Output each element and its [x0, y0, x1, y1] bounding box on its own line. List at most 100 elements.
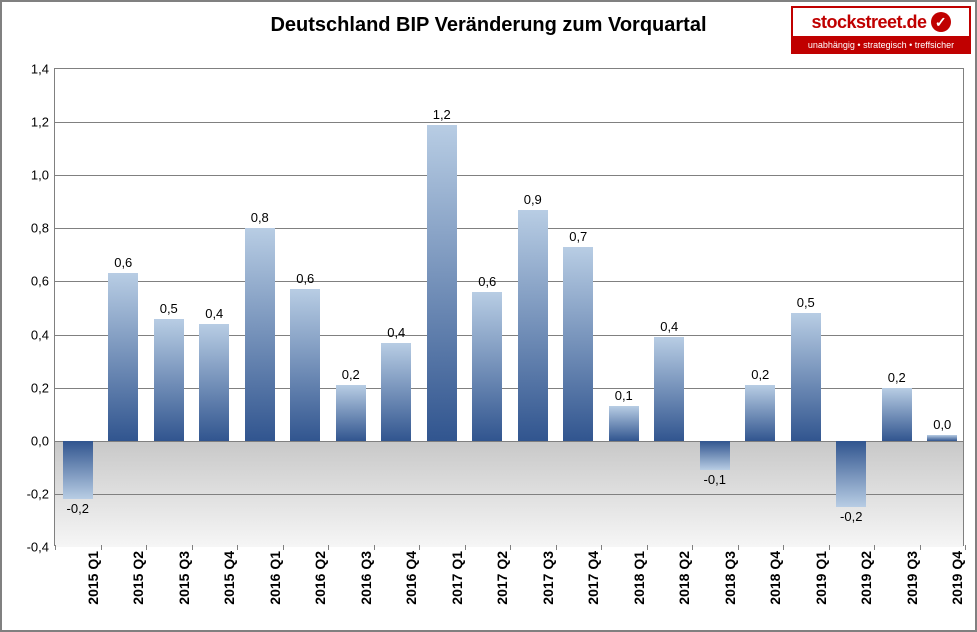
- bar-value-label: 0,6: [478, 274, 496, 289]
- x-tick-mark: [146, 545, 147, 550]
- x-axis-label: 2015 Q1: [85, 551, 101, 605]
- bar: [381, 343, 411, 441]
- y-axis-label: 0,8: [31, 221, 49, 236]
- bar: [290, 289, 320, 440]
- bar-value-label: -0,2: [840, 509, 862, 524]
- x-axis-label: 2015 Q4: [221, 551, 237, 605]
- y-axis-label: 1,4: [31, 62, 49, 77]
- y-axis-label: 0,6: [31, 274, 49, 289]
- bar: [882, 388, 912, 441]
- x-axis-label: 2016 Q1: [267, 551, 283, 605]
- x-tick-mark: [283, 545, 284, 550]
- x-tick-mark: [829, 545, 830, 550]
- bar: [108, 273, 138, 440]
- gridline: [55, 494, 963, 495]
- check-icon: ✓: [931, 12, 951, 32]
- x-tick-mark: [419, 545, 420, 550]
- bar-value-label: 0,1: [615, 388, 633, 403]
- bar: [791, 313, 821, 440]
- x-axis-label: 2017 Q2: [494, 551, 510, 605]
- x-axis-label: 2018 Q3: [722, 551, 738, 605]
- bar: [472, 292, 502, 441]
- x-axis-label: 2017 Q3: [540, 551, 556, 605]
- x-tick-mark: [874, 545, 875, 550]
- logo: stockstreet.de ✓ unabhängig • strategisc…: [791, 6, 971, 54]
- bar: [654, 337, 684, 441]
- x-tick-mark: [783, 545, 784, 550]
- bar-value-label: 0,9: [524, 192, 542, 207]
- bar: [245, 228, 275, 440]
- x-tick-mark: [556, 545, 557, 550]
- bar: [563, 247, 593, 441]
- x-tick-mark: [601, 545, 602, 550]
- bar-value-label: 0,2: [342, 367, 360, 382]
- logo-brand-text: stockstreet.de: [811, 12, 926, 33]
- x-axis-label: 2018 Q1: [631, 551, 647, 605]
- logo-tagline: unabhängig • strategisch • treffsicher: [793, 36, 969, 54]
- x-axis-label: 2016 Q3: [358, 551, 374, 605]
- x-axis-label: 2018 Q4: [767, 551, 783, 605]
- logo-brand: stockstreet.de ✓: [793, 8, 969, 36]
- bar-value-label: 0,2: [751, 367, 769, 382]
- y-axis-label: 0,2: [31, 380, 49, 395]
- bar-value-label: 0,0: [933, 417, 951, 432]
- gridline: [55, 281, 963, 282]
- x-tick-mark: [328, 545, 329, 550]
- gridline: [55, 228, 963, 229]
- x-tick-mark: [101, 545, 102, 550]
- gridline: [55, 388, 963, 389]
- bar-value-label: 0,5: [797, 295, 815, 310]
- bar: [609, 406, 639, 441]
- bar: [63, 441, 93, 499]
- bar: [836, 441, 866, 507]
- gridline: [55, 175, 963, 176]
- y-axis-label: 1,0: [31, 168, 49, 183]
- plot-area: -0,4-0,20,00,20,40,60,81,01,21,4-0,22015…: [54, 68, 964, 546]
- x-tick-mark: [965, 545, 966, 550]
- bar: [700, 441, 730, 470]
- bar: [199, 324, 229, 441]
- x-axis-label: 2019 Q1: [813, 551, 829, 605]
- bar-value-label: 0,6: [114, 255, 132, 270]
- y-axis-label: 1,2: [31, 115, 49, 130]
- x-axis-label: 2019 Q3: [904, 551, 920, 605]
- bar-value-label: 0,7: [569, 229, 587, 244]
- bar: [745, 385, 775, 441]
- x-axis-label: 2019 Q4: [949, 551, 965, 605]
- y-axis-label: -0,2: [27, 486, 49, 501]
- x-axis-label: 2019 Q2: [858, 551, 874, 605]
- x-axis-label: 2016 Q4: [403, 551, 419, 605]
- bar-value-label: 0,6: [296, 271, 314, 286]
- chart-container: Deutschland BIP Veränderung zum Vorquart…: [0, 0, 977, 632]
- bar-value-label: 1,2: [433, 107, 451, 122]
- x-axis-label: 2017 Q1: [449, 551, 465, 605]
- x-tick-mark: [192, 545, 193, 550]
- bar: [518, 210, 548, 441]
- x-tick-mark: [510, 545, 511, 550]
- y-axis-label: 0,4: [31, 327, 49, 342]
- x-axis-label: 2015 Q2: [130, 551, 146, 605]
- bar-value-label: 0,4: [205, 306, 223, 321]
- x-tick-mark: [738, 545, 739, 550]
- plot-bg-upper: [55, 69, 963, 441]
- x-tick-mark: [920, 545, 921, 550]
- x-axis-label: 2017 Q4: [585, 551, 601, 605]
- x-tick-mark: [237, 545, 238, 550]
- bar-value-label: 0,8: [251, 210, 269, 225]
- x-tick-mark: [465, 545, 466, 550]
- bar: [427, 125, 457, 441]
- zero-line: [55, 441, 963, 442]
- bar: [336, 385, 366, 441]
- x-tick-mark: [55, 545, 56, 550]
- bar-value-label: 0,5: [160, 301, 178, 316]
- bar: [927, 435, 957, 440]
- y-axis-label: -0,4: [27, 540, 49, 555]
- x-axis-label: 2015 Q3: [176, 551, 192, 605]
- x-axis-label: 2018 Q2: [676, 551, 692, 605]
- bar-value-label: 0,2: [888, 370, 906, 385]
- bar: [154, 319, 184, 441]
- bar-value-label: -0,2: [67, 501, 89, 516]
- bar-value-label: 0,4: [387, 325, 405, 340]
- gridline: [55, 122, 963, 123]
- gridline: [55, 335, 963, 336]
